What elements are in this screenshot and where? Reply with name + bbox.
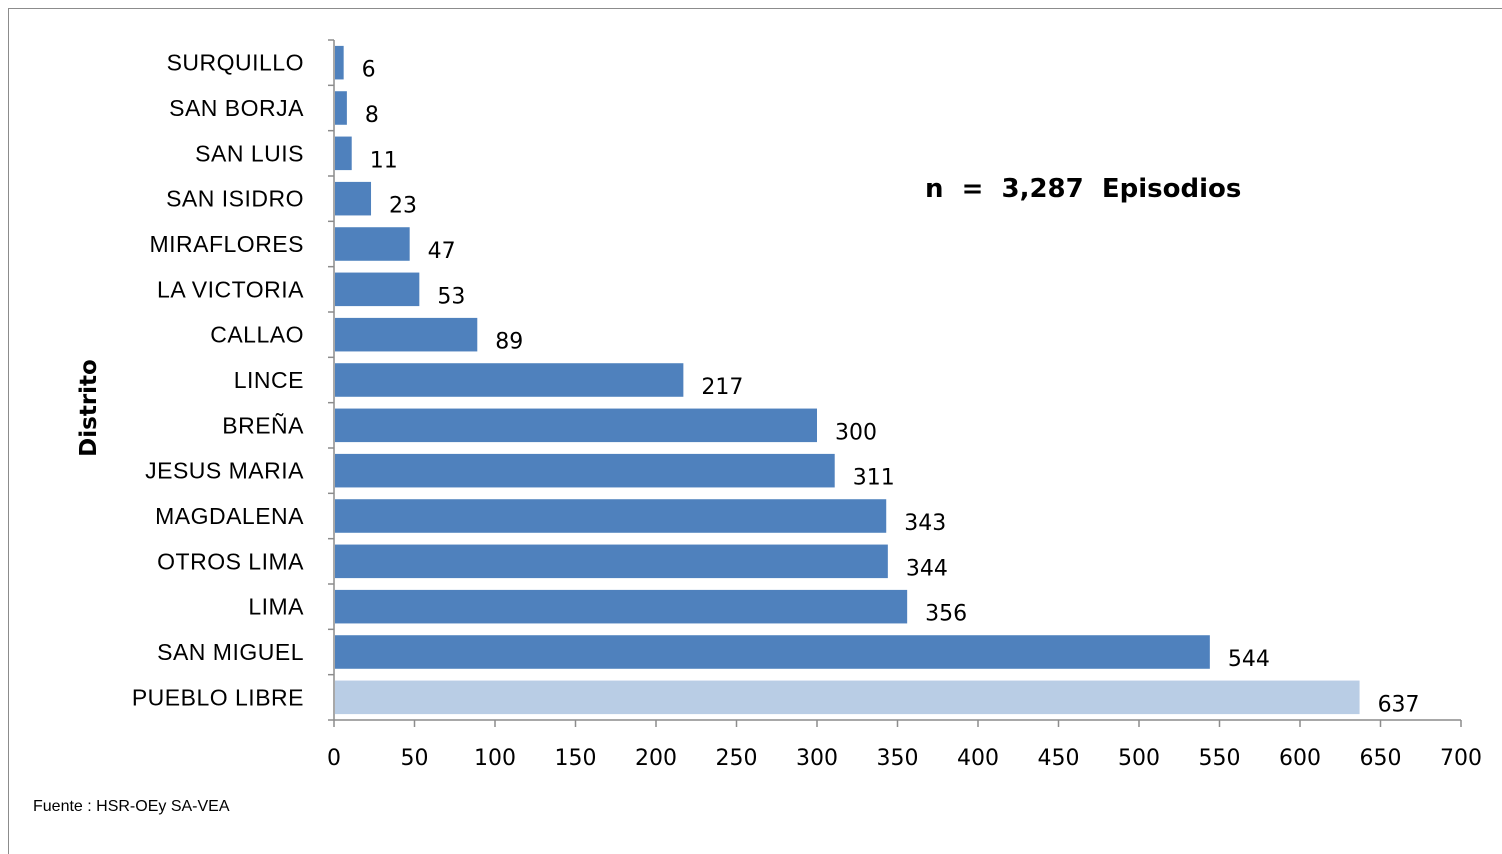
value-label-pueblo-libre: 637: [1378, 692, 1420, 717]
bar-callao: [335, 317, 478, 352]
value-label-san-borja: 8: [365, 103, 379, 128]
category-label-lince: LINCE: [234, 367, 304, 393]
x-tick-label-150: 150: [555, 746, 597, 771]
value-label-san-miguel: 544: [1228, 647, 1270, 672]
x-tick-label-650: 650: [1360, 746, 1402, 771]
category-label-jesus-maria: JESUS MARIA: [145, 458, 304, 484]
bar-san-miguel: [335, 635, 1210, 669]
value-label-la-victoria: 53: [437, 284, 465, 309]
value-label-surquillo: 6: [362, 58, 376, 83]
x-tick-label-200: 200: [635, 746, 677, 771]
x-tick-label-400: 400: [957, 746, 999, 771]
bar-magdalena: [335, 499, 887, 533]
bar-san-isidro: [335, 181, 372, 216]
bar-lima: [335, 589, 908, 624]
x-tick-label-350: 350: [877, 746, 919, 771]
category-label-brena: BREÑA: [222, 412, 304, 438]
category-label-san-isidro: SAN ISIDRO: [166, 186, 304, 212]
total-episodes-annotation: n = 3,287 Episodios: [925, 174, 1241, 204]
x-tick-label-0: 0: [327, 746, 341, 771]
value-label-lince: 217: [701, 375, 743, 400]
category-label-magdalena: MAGDALENA: [155, 503, 304, 529]
value-label-lima: 356: [925, 602, 967, 627]
value-label-callao: 89: [495, 330, 523, 355]
x-tick-label-50: 50: [401, 746, 429, 771]
x-tick-label-550: 550: [1199, 746, 1241, 771]
bar-lince: [335, 363, 684, 397]
category-label-surquillo: SURQUILLO: [167, 50, 304, 76]
x-tick-label-600: 600: [1279, 746, 1321, 771]
x-tick-label-700: 700: [1440, 746, 1482, 771]
axes-group: [328, 39, 1462, 727]
value-label-otros-lima: 344: [906, 556, 948, 581]
category-label-san-luis: SAN LUIS: [195, 140, 304, 166]
x-tick-label-300: 300: [796, 746, 838, 771]
bar-surquillo: [335, 45, 344, 80]
category-label-pueblo-libre: PUEBLO LIBRE: [132, 684, 304, 710]
bar-brena: [335, 408, 817, 443]
bar-jesus-maria: [335, 453, 835, 488]
category-label-san-miguel: SAN MIGUEL: [157, 639, 304, 665]
bar-otros-lima: [335, 544, 888, 579]
x-tick-label-250: 250: [716, 746, 758, 771]
bar-la-victoria: [335, 272, 420, 307]
x-tick-label-500: 500: [1118, 746, 1160, 771]
value-label-san-luis: 11: [370, 148, 398, 173]
category-label-callao: CALLAO: [210, 322, 304, 348]
x-tick-label-450: 450: [1038, 746, 1080, 771]
value-label-miraflores: 47: [428, 239, 456, 264]
category-label-otros-lima: OTROS LIMA: [157, 548, 304, 574]
category-label-san-borja: SAN BORJA: [169, 95, 304, 121]
bars-group: [335, 45, 1360, 715]
source-note: Fuente : HSR-OEy SA-VEA: [33, 798, 230, 815]
bar-pueblo-libre: [335, 680, 1360, 715]
bar-miraflores: [335, 227, 410, 261]
category-label-miraflores: MIRAFLORES: [149, 231, 304, 257]
category-label-la-victoria: LA VICTORIA: [157, 276, 304, 302]
bar-san-luis: [335, 136, 352, 171]
labels-group: SURQUILLO 6 SAN BORJA 8 SAN LUIS 11 SAN ISIDRO…: [132, 50, 1482, 771]
x-tick-label-100: 100: [474, 746, 516, 771]
value-label-brena: 300: [835, 420, 877, 445]
value-label-san-isidro: 23: [389, 194, 417, 219]
category-label-lima: LIMA: [248, 594, 304, 620]
bar-san-borja: [335, 91, 347, 125]
value-label-magdalena: 343: [904, 511, 946, 536]
value-label-jesus-maria: 311: [853, 466, 895, 491]
y-axis-title: Distrito: [76, 359, 102, 457]
